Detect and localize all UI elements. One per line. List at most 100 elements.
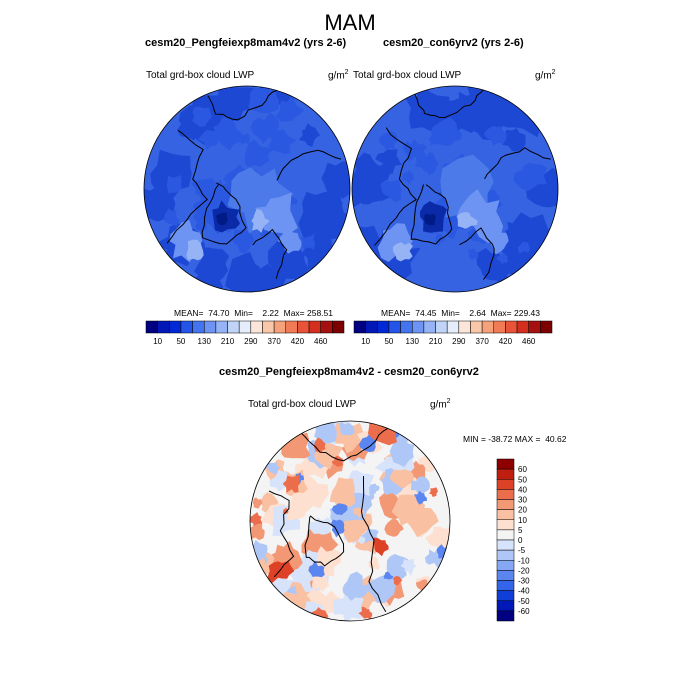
lwp-contour-mid xyxy=(434,234,446,247)
colorbar-box xyxy=(505,320,518,334)
colorbar-tick-label: 290 xyxy=(244,337,258,346)
diff-contour-strong xyxy=(282,474,300,493)
colorbar-tick-label: 50 xyxy=(176,337,185,346)
lwp-contour-dark xyxy=(501,212,551,258)
colorbar-box xyxy=(496,539,515,551)
colorbar-tick-label: 20 xyxy=(518,506,527,515)
diff-contour-strong xyxy=(313,437,326,454)
colorbar-box xyxy=(423,320,436,334)
lwp-contour-mid xyxy=(424,152,439,176)
lwp-contour-mid xyxy=(192,106,212,127)
lwp-contour-mid xyxy=(402,170,415,185)
diff-contour xyxy=(389,439,415,468)
panel1-map xyxy=(144,86,350,292)
diff-contour-strong xyxy=(358,606,373,620)
colorbar-tick-label: 5 xyxy=(518,526,523,535)
diff-contour xyxy=(362,575,397,604)
lwp-contour-light xyxy=(489,227,509,255)
colorbar-box xyxy=(192,320,205,334)
colorbar-tick-label: 10 xyxy=(361,337,370,346)
colorbar-tick-label: 40 xyxy=(518,485,527,494)
coastline xyxy=(484,147,551,180)
colorbar-tick-label: -50 xyxy=(518,597,530,606)
colorbar-box xyxy=(446,320,460,334)
colorbar-box xyxy=(496,580,515,591)
diff-contour xyxy=(260,492,278,514)
colorbar-tick-label: 60 xyxy=(518,465,527,474)
colorbar-box xyxy=(528,320,541,334)
colorbar-box xyxy=(285,320,298,334)
colorbar-tick-label: -10 xyxy=(518,556,530,565)
colorbar-box xyxy=(320,320,333,334)
colorbar-tick-label: -60 xyxy=(518,607,530,616)
lwp-contour-dark xyxy=(321,161,350,199)
diff-contour-strong xyxy=(308,560,325,578)
colorbar-tick-label: 10 xyxy=(153,337,162,346)
colorbar-tick-label: 420 xyxy=(291,337,305,346)
panel3-left-string: Total grd-box cloud LWP xyxy=(248,399,357,410)
coastline xyxy=(374,127,417,246)
colorbar-tick-label: 370 xyxy=(475,337,489,346)
colorbar-box xyxy=(262,320,275,334)
panel1-left-string: Total grd-box cloud LWP xyxy=(146,70,255,81)
colorbar-tick-label: 420 xyxy=(499,337,513,346)
panel3-title: cesm20_Pengfeiexp8mam4v2 - cesm20_con6yr… xyxy=(219,366,479,378)
diff-contour xyxy=(333,591,365,621)
lwp-contour-dark xyxy=(526,168,558,208)
diff-contour-strong xyxy=(413,490,427,505)
coastline xyxy=(300,426,390,462)
colorbar-tick-label: 210 xyxy=(429,337,443,346)
colorbar-tick-label: 290 xyxy=(452,337,466,346)
coastline xyxy=(413,87,487,119)
lwp-contour-mid xyxy=(211,116,242,151)
colorbar-box xyxy=(215,320,228,334)
colorbar-tick-label: 130 xyxy=(198,337,212,346)
colorbar-tick-label: 50 xyxy=(518,475,527,484)
lwp-contour-mid xyxy=(299,233,315,250)
colorbar-box xyxy=(365,320,378,334)
lwp-contour-mid xyxy=(515,162,548,192)
diff-contour-strong xyxy=(331,503,348,516)
colorbar-box xyxy=(308,320,321,334)
panel3-stats: MIN = -38.72 MAX = 40.62 xyxy=(463,434,567,444)
lwp-contour-mid xyxy=(275,94,305,122)
diff-contour xyxy=(329,477,356,511)
lwp-contour-dark xyxy=(375,149,402,175)
colorbar-tick-label: 30 xyxy=(518,496,527,505)
diff-contour-strong xyxy=(429,487,438,497)
lwp-contour-mid xyxy=(244,139,274,167)
colorbar-tick-label: -30 xyxy=(518,577,530,586)
lwp-contour-mid xyxy=(248,86,280,113)
panel2-left-string: Total grd-box cloud LWP xyxy=(353,70,462,81)
diff-contour xyxy=(286,496,306,521)
coastline xyxy=(207,89,278,121)
lwp-contour-light xyxy=(377,223,413,262)
coastline xyxy=(410,184,453,245)
colorbar-box xyxy=(353,320,366,334)
coastline xyxy=(304,515,345,567)
colorbar-box xyxy=(169,320,182,334)
panel2-stats: MEAN= 74.45 Min= 2.64 Max= 229.43 xyxy=(381,308,540,318)
coastline xyxy=(459,227,495,280)
lwp-contour-mid xyxy=(483,125,507,146)
lwp-contour-lighter xyxy=(457,212,478,229)
diff-contour-strong xyxy=(330,519,345,538)
coastline xyxy=(276,149,342,181)
coastline xyxy=(201,182,247,245)
colorbar-box xyxy=(496,570,515,581)
colorbar-box xyxy=(332,320,345,334)
panel2-map xyxy=(352,86,558,292)
colorbar-box xyxy=(203,320,217,334)
diff-contour xyxy=(252,497,263,509)
colorbar-box xyxy=(145,320,158,334)
lwp-contour-mid xyxy=(232,228,254,255)
lwp-contour-dark xyxy=(502,128,526,152)
colorbar-box xyxy=(377,320,390,334)
coastline xyxy=(268,490,295,578)
map-border xyxy=(249,420,451,622)
colorbar-tick-label: -5 xyxy=(518,546,526,555)
lwp-contour-dark xyxy=(215,86,258,121)
colorbar-box xyxy=(227,320,240,334)
